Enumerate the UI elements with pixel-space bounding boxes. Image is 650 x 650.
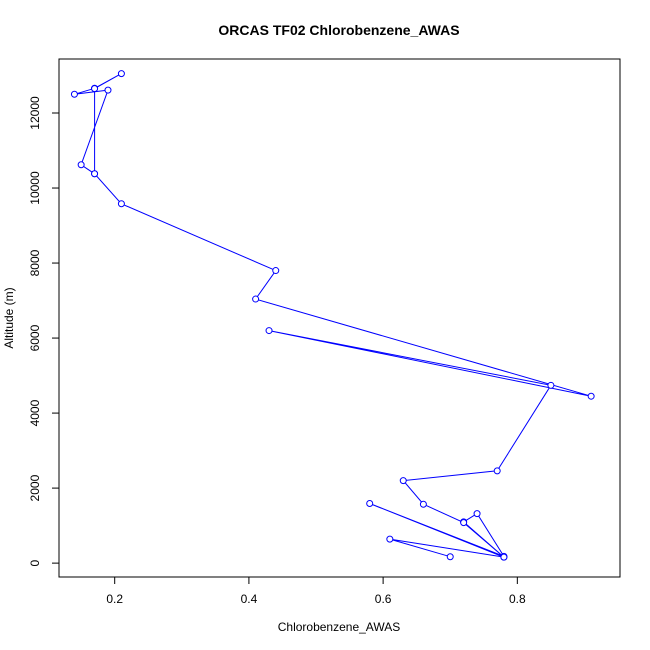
data-point	[366, 499, 374, 507]
x-axis: 0.2 0.4 0.6 0.8	[106, 576, 526, 606]
y-tick-label: 2000	[28, 474, 42, 501]
data-point	[493, 467, 501, 475]
data-point	[272, 267, 280, 275]
x-tick-label: 0.2	[106, 592, 123, 606]
data-point	[117, 200, 125, 208]
y-axis: 0 2000 4000 6000 8000 10000 12000	[28, 96, 60, 566]
x-tick-label: 0.4	[241, 592, 258, 606]
data-point	[587, 392, 595, 400]
y-axis-label: Altitude (m)	[2, 287, 16, 348]
y-tick-label: 8000	[28, 249, 42, 276]
data-point	[547, 381, 555, 389]
series-layer	[70, 70, 595, 561]
data-point	[265, 327, 273, 335]
data-point	[460, 519, 468, 527]
data-point	[399, 477, 407, 485]
chart-title: ORCAS TF02 Chlorobenzene_AWAS	[218, 22, 459, 38]
data-point	[70, 90, 78, 98]
y-tick-label: 6000	[28, 324, 42, 351]
x-axis-label: Chlorobenzene_AWAS	[278, 620, 401, 634]
y-tick-label: 4000	[28, 399, 42, 426]
data-point	[473, 510, 481, 518]
y-tick-label: 10000	[28, 171, 42, 205]
data-point	[386, 535, 394, 543]
y-tick-label: 0	[28, 559, 42, 566]
x-tick-label: 0.6	[375, 592, 392, 606]
data-point	[104, 86, 112, 94]
plot-frame	[58, 58, 621, 578]
data-point	[252, 295, 260, 303]
data-point	[117, 70, 125, 78]
data-point	[77, 161, 85, 169]
y-tick-label: 12000	[28, 96, 42, 130]
data-point	[91, 85, 99, 93]
series-line	[74, 73, 592, 558]
data-point	[500, 553, 508, 561]
data-point	[419, 500, 427, 508]
x-tick-label: 0.8	[509, 592, 526, 606]
data-point	[91, 170, 99, 178]
data-point	[446, 553, 454, 561]
